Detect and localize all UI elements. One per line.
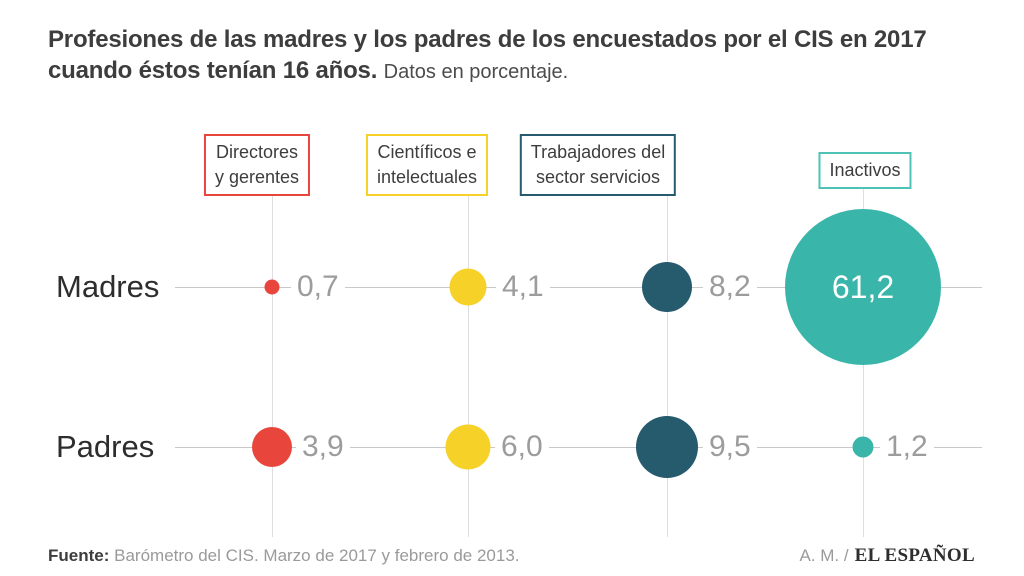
category-label-line: intelectuales xyxy=(376,167,478,187)
value-label-padres-directores: 3,9 xyxy=(296,432,350,462)
bubble-madres-cientificos xyxy=(449,268,487,306)
category-label-line: sector servicios xyxy=(535,167,661,187)
axis-line-padres xyxy=(175,447,982,448)
gridline-cientificos xyxy=(468,196,469,537)
category-box-trabajadores-sector-servicios: Trabajadores del sector servicios xyxy=(519,134,677,196)
author-credit: A. M. / xyxy=(799,546,849,565)
bubble-padres-cientificos xyxy=(445,424,491,470)
category-label-line: Científicos e xyxy=(377,142,477,162)
value-label-padres-inactivos: 1,2 xyxy=(880,432,934,462)
row-label-madres: Madres xyxy=(56,269,160,304)
category-box-directores-y-gerentes: Directores y gerentes xyxy=(203,134,311,196)
gridline-servicios xyxy=(667,196,668,537)
category-box-inactivos: Inactivos xyxy=(818,152,912,189)
source-text: Barómetro del CIS. Marzo de 2017 y febre… xyxy=(114,546,520,565)
value-label-madres-directores: 0,7 xyxy=(291,272,345,302)
source-note: Fuente: Barómetro del CIS. Marzo de 2017… xyxy=(48,546,520,566)
value-label-madres-inactivos: 61,2 xyxy=(831,268,895,305)
bubble-madres-inactivos: 61,2 xyxy=(785,209,941,365)
category-label-line: Inactivos xyxy=(829,160,901,180)
value-label-padres-cientificos: 6,0 xyxy=(495,432,549,462)
category-label-line: Directores xyxy=(215,142,299,162)
category-box-cientificos-e-intelectuales: Científicos e intelectuales xyxy=(365,134,489,196)
bubble-padres-servicios xyxy=(636,416,698,478)
chart-title-line1: Profesiones de las madres y los padres d… xyxy=(48,26,927,53)
bubble-padres-inactivos xyxy=(852,436,874,458)
credit: A. M. / EL ESPAÑOL xyxy=(799,545,975,567)
axis-line-madres xyxy=(175,287,982,288)
category-label-line: y gerentes xyxy=(214,167,300,187)
source-label: Fuente: xyxy=(48,546,110,565)
footer: Fuente: Barómetro del CIS. Marzo de 2017… xyxy=(48,545,975,567)
value-label-padres-servicios: 9,5 xyxy=(703,432,757,462)
chart-subtitle: Datos en porcentaje. xyxy=(383,61,569,83)
value-label-madres-servicios: 8,2 xyxy=(703,272,757,302)
bubble-padres-directores xyxy=(252,427,292,467)
gridline-directores xyxy=(272,196,273,537)
chart-title-line2: cuando éstos tenían 16 años. xyxy=(48,57,378,84)
category-label-line: Trabajadores del xyxy=(530,142,666,162)
bubble-madres-servicios xyxy=(642,262,692,312)
title-block: Profesiones de las madres y los padres d… xyxy=(48,24,978,88)
bubble-madres-directores xyxy=(264,279,280,295)
brand-logo: EL ESPAÑOL xyxy=(854,545,975,566)
value-label-madres-cientificos: 4,1 xyxy=(496,272,550,302)
row-label-padres: Padres xyxy=(56,429,155,464)
